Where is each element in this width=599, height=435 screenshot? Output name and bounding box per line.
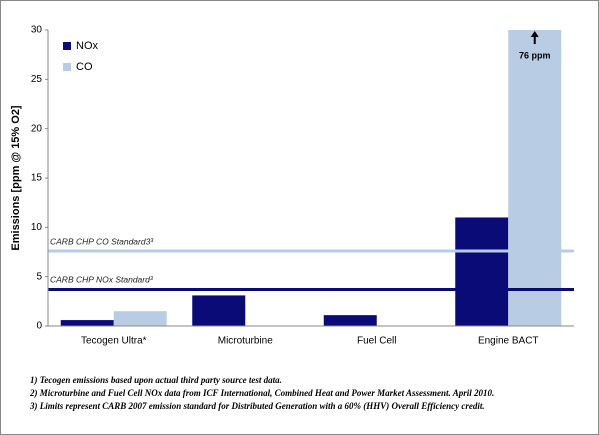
value-label: 76 ppm (519, 50, 551, 60)
footnote: 1) Tecogen emissions based upon actual t… (30, 375, 282, 385)
y-tick-label: 25 (31, 74, 43, 85)
bar (60, 320, 114, 326)
annotation-arrowhead (530, 31, 539, 37)
y-axis-label: Emissions [ppm @ 15% O2] (10, 105, 22, 251)
legend-swatch (63, 63, 71, 71)
x-tick-label: Microturbine (218, 336, 273, 347)
x-tick-label: Fuel Cell (357, 336, 396, 347)
y-tick-label: 0 (36, 321, 42, 332)
reference-label: CARB CHP CO Standard3³ (50, 236, 154, 246)
y-tick-label: 5 (36, 271, 42, 282)
y-tick-label: 30 (31, 25, 43, 36)
legend-label: NOx (76, 40, 99, 52)
plot-area (60, 30, 562, 326)
bar (508, 30, 562, 326)
bar (323, 315, 377, 326)
legend-label: CO (76, 61, 93, 73)
legend-swatch (63, 42, 71, 50)
y-tick-label: 15 (31, 173, 43, 184)
bar (455, 217, 509, 326)
x-tick-label: Engine BACT (478, 336, 539, 347)
y-tick-label: 20 (31, 123, 43, 134)
x-tick-label: Tecogen Ultra* (81, 336, 147, 347)
y-tick-label: 10 (31, 222, 43, 233)
bar (113, 311, 167, 326)
footnote: 3) Limits represent CARB 2007 emission s… (29, 401, 485, 411)
footnote: 2) Microturbine and Fuel Cell NOx data f… (29, 388, 494, 398)
bar (192, 295, 246, 326)
reference-label: CARB CHP NOx Standard³ (50, 275, 154, 285)
